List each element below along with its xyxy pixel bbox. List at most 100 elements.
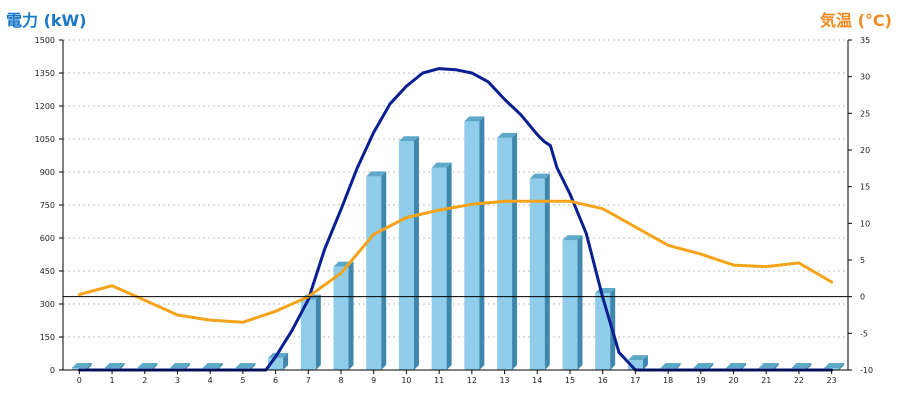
bar-top: [398, 136, 419, 142]
bar-top: [529, 173, 550, 179]
bar-side: [773, 363, 779, 370]
right-tick-label: 10: [860, 219, 870, 228]
temperature-line: [77, 199, 834, 324]
x-tick-label: 0: [77, 376, 82, 385]
grid: [63, 39, 848, 338]
left-tick-label: 300: [40, 300, 55, 309]
x-tick-label: 16: [598, 376, 608, 385]
x-tick-label: 10: [401, 376, 411, 385]
bar-top: [627, 355, 648, 361]
x-tick-label: 19: [696, 376, 706, 385]
right-tick-label: 20: [860, 146, 870, 155]
bar-side: [381, 171, 387, 370]
bar-side: [315, 294, 321, 370]
bar-side: [675, 363, 681, 370]
x-tick-label: 6: [273, 376, 278, 385]
bar-top: [758, 363, 779, 368]
bar-top: [660, 363, 681, 368]
bar-top: [693, 363, 714, 368]
right-tick-label: -5: [860, 329, 868, 338]
bar-side: [413, 136, 419, 370]
right-tick-label: 35: [860, 36, 870, 45]
x-tick-label: 21: [761, 376, 771, 385]
bar-top: [824, 363, 845, 368]
x-tick-label: 4: [208, 376, 213, 385]
x-tick-label: 18: [663, 376, 673, 385]
bar-top: [431, 162, 452, 168]
bar-front: [300, 299, 316, 370]
left-tick-label: 1500: [35, 36, 55, 45]
right-tick-label: -10: [860, 366, 873, 375]
bar-front: [529, 178, 545, 370]
bar-side: [544, 173, 550, 370]
bar-top: [562, 235, 583, 241]
bar-front: [595, 293, 611, 370]
bar-top: [137, 363, 158, 368]
bar: [497, 132, 518, 370]
right-tick-label: 25: [860, 109, 870, 118]
bar-front: [366, 176, 382, 370]
right-tick-label: 15: [860, 183, 870, 192]
left-tick-label: 1050: [35, 135, 55, 144]
left-tick-label: 600: [40, 234, 55, 243]
x-tick-label: 8: [338, 376, 343, 385]
bar-side: [348, 261, 354, 370]
power-line: [77, 67, 834, 372]
bar: [300, 294, 321, 370]
bar-top: [791, 363, 812, 368]
bar: [464, 116, 485, 371]
x-tick-label: 5: [240, 376, 245, 385]
bar-side: [446, 162, 452, 370]
bar-top: [202, 363, 223, 368]
x-tick-label: 9: [371, 376, 376, 385]
bar-top: [726, 363, 747, 368]
x-tick-label: 11: [434, 376, 444, 385]
bar: [529, 173, 550, 370]
bar-side: [250, 363, 256, 370]
x-tick-label: 23: [827, 376, 837, 385]
bar-front: [627, 360, 643, 370]
right-tick-label: 0: [860, 293, 865, 302]
bar-side: [642, 355, 648, 370]
x-tick-label: 20: [728, 376, 738, 385]
bar-side: [283, 352, 289, 370]
x-tick-label: 3: [175, 376, 180, 385]
axes: 0 150 300 450 600 750 9 0 0 1050 1200 1350 1500 -10 -5…: [35, 36, 873, 385]
bar: [431, 162, 452, 370]
x-tick-label: 17: [630, 376, 640, 385]
bar: [627, 355, 648, 370]
left-tick-label: 1200: [35, 102, 55, 111]
line-series: [77, 67, 834, 372]
bar-side: [479, 116, 485, 371]
left-tick-label: 1350: [35, 69, 55, 78]
bar-top: [169, 363, 190, 368]
bar-side: [152, 363, 158, 370]
bar-side: [741, 363, 747, 370]
right-tick-label: 30: [860, 73, 870, 82]
bar-front: [431, 167, 447, 370]
x-tick-label: 1: [110, 376, 115, 385]
bar-side: [839, 363, 845, 370]
bar-top: [464, 116, 485, 122]
left-tick-label: 150: [40, 333, 55, 342]
x-tick-label: 22: [794, 376, 804, 385]
right-tick-label: 5: [860, 256, 865, 265]
bar-side: [806, 363, 812, 370]
bar-front: [333, 266, 349, 370]
bar-front: [562, 240, 578, 370]
bar: [366, 171, 387, 370]
bar-side: [119, 363, 125, 370]
bar-series: [71, 116, 845, 371]
bar-side: [708, 363, 714, 370]
bar-side: [512, 132, 518, 370]
left-tick-label: 0: [50, 366, 55, 375]
x-tick-label: 14: [532, 376, 542, 385]
left-tick-label: 750: [40, 201, 55, 210]
x-tick-label: 2: [142, 376, 147, 385]
bar-side: [184, 363, 190, 370]
bar-top: [497, 132, 518, 138]
left-axis-title: 電力 (kW): [6, 11, 87, 30]
x-tick-label: 15: [565, 376, 575, 385]
left-tick-label: 450: [40, 267, 55, 276]
